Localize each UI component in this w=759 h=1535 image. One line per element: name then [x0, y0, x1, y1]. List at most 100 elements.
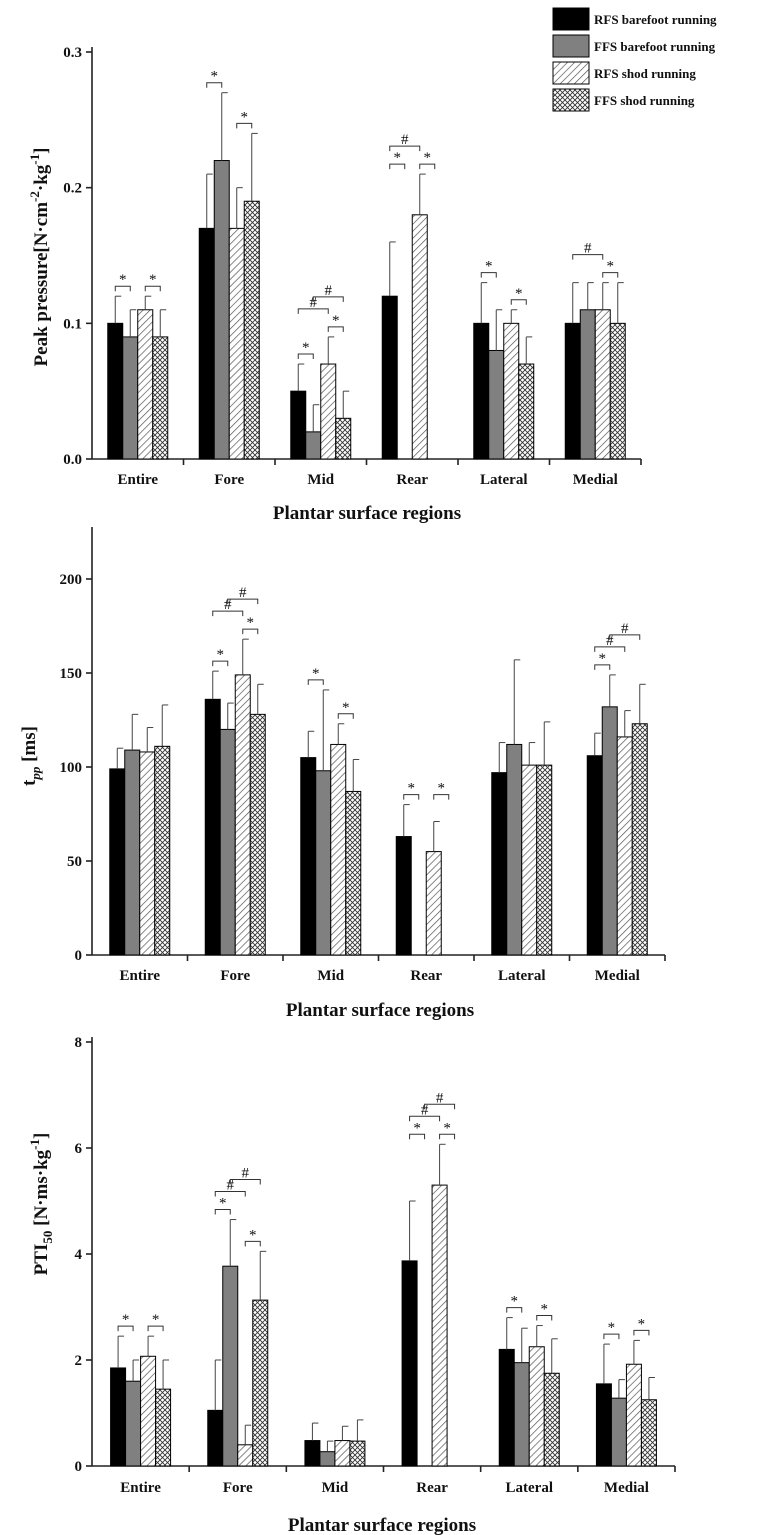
y-tick-label: 0 [75, 948, 83, 964]
significance-bracket [409, 1133, 426, 1140]
bar-ffs-shod-lateral [543, 1372, 560, 1467]
bar-ffs-barefoot-medial [601, 706, 618, 956]
legend: RFS barefoot running FFS barefoot runnin… [552, 7, 717, 112]
significance-bracket [536, 1315, 553, 1321]
bar-ffs-barefoot-fore [219, 728, 236, 956]
significance-bracket [439, 1133, 456, 1140]
bar-rfs-barefoot-mid [300, 757, 317, 956]
x-axis-title-pti50: Plantar surface regions [288, 1515, 476, 1535]
bar-rfs-barefoot-rear [401, 1260, 418, 1467]
bar-ffs-shod-fore [243, 200, 260, 460]
bar-rfs-barefoot-lateral [491, 772, 508, 956]
significance-bracket [297, 353, 314, 360]
bar-rfs-shod-medial [594, 309, 611, 460]
significance-mark: * [515, 286, 523, 302]
bar-ffs-shod-medial [609, 322, 626, 460]
significance-mark: # [421, 1102, 429, 1118]
significance-bracket [594, 646, 626, 652]
significance-bracket [206, 82, 223, 88]
legend-label-ffs-barefoot: FFS barefoot running [594, 39, 716, 54]
chart-pti50: PTI50 [N·ms·kg-1] Plantar surface region… [27, 1035, 676, 1535]
bar-rfs-shod-rear [425, 851, 442, 956]
bar-rfs-shod-mid [330, 743, 347, 956]
significance-mark: # [606, 633, 614, 649]
y-tick-label: 4 [75, 1247, 83, 1263]
bar-ffs-barefoot-lateral [513, 1362, 530, 1467]
significance-bracket [242, 628, 259, 635]
bar-ffs-barefoot-lateral [488, 349, 505, 460]
significance-bracket [602, 272, 619, 278]
bar-rfs-barefoot-mid [304, 1440, 321, 1467]
bar-rfs-barefoot-fore [207, 1409, 224, 1467]
bar-rfs-barefoot-rear [395, 836, 412, 956]
bar-rfs-barefoot-fore [204, 698, 221, 956]
legend-swatch-rfs-shod [552, 61, 590, 85]
bar-rfs-barefoot-mid [290, 390, 307, 460]
bar-rfs-barefoot-lateral [498, 1348, 515, 1467]
bar-ffs-shod-mid [335, 417, 352, 460]
bar-rfs-shod-lateral [528, 1346, 545, 1467]
bar-rfs-barefoot-entire [110, 1367, 127, 1467]
significance-mark: * [541, 1302, 549, 1318]
bar-ffs-barefoot-fore [213, 160, 230, 460]
y-axis-title-pti50: PTI50 [N·ms·kg-1] [27, 1133, 55, 1276]
significance-bracket [510, 299, 527, 305]
significance-mark: * [332, 313, 340, 329]
chart-peak-pressure: Peak pressure[N·cm-2·kg-1] Plantar surfa… [27, 45, 642, 524]
x-tick-label-entire: Entire [119, 968, 160, 984]
significance-mark: * [247, 615, 255, 631]
significance-mark: # [621, 621, 629, 637]
x-tick-label-entire: Entire [120, 1480, 161, 1496]
significance-mark: * [424, 150, 432, 166]
y-tick-label: 200 [60, 572, 83, 588]
bar-ffs-barefoot-mid [319, 1451, 336, 1467]
bar-rfs-barefoot-medial [564, 322, 581, 460]
bar-rfs-barefoot-medial [595, 1383, 612, 1467]
chart-tpp: tpp [ms] Plantar surface regions 0 50 100 1… [19, 527, 666, 1021]
bar-ffs-barefoot-lateral [506, 743, 523, 956]
significance-bracket [244, 1240, 261, 1247]
x-tick-label-fore: Fore [214, 472, 244, 488]
significance-mark: * [438, 781, 446, 797]
bar-rfs-shod-medial [625, 1363, 642, 1467]
bar-rfs-shod-entire [137, 309, 154, 460]
bar-ffs-barefoot-entire [124, 749, 141, 956]
bar-rfs-shod-lateral [503, 322, 520, 460]
legend-swatch-ffs-barefoot [552, 34, 590, 58]
significance-bracket [337, 713, 354, 719]
significance-mark: # [239, 585, 247, 601]
legend-swatch-ffs-shod [552, 88, 590, 112]
significance-mark: # [325, 283, 333, 299]
bar-ffs-barefoot-fore [222, 1265, 239, 1467]
y-axis-title-peak-pressure: Peak pressure[N·cm-2·kg-1] [27, 148, 52, 367]
significance-mark: # [584, 241, 592, 257]
significance-bracket [419, 163, 436, 170]
x-tick-label-fore: Fore [223, 1480, 253, 1496]
bar-ffs-barefoot-medial [579, 309, 596, 460]
bar-rfs-barefoot-entire [109, 768, 126, 956]
legend-label-rfs-shod: RFS shod running [594, 66, 696, 81]
bar-ffs-shod-fore [249, 713, 266, 956]
significance-bracket [572, 254, 604, 260]
x-tick-label-mid: Mid [322, 1480, 349, 1496]
significance-bracket [144, 285, 161, 292]
bar-rfs-barefoot-lateral [473, 322, 490, 460]
bar-ffs-shod-entire [155, 1388, 172, 1467]
significance-bracket [403, 794, 420, 800]
significance-bracket [297, 308, 329, 314]
bar-rfs-shod-rear [411, 214, 428, 460]
bar-ffs-shod-lateral [518, 363, 535, 460]
significance-bracket [312, 296, 344, 302]
significance-mark: * [302, 340, 310, 356]
significance-mark: * [342, 700, 350, 716]
significance-bracket [609, 634, 641, 640]
significance-bracket [327, 326, 344, 332]
significance-mark: * [638, 1316, 646, 1332]
x-tick-label-rear: Rear [396, 472, 428, 488]
significance-mark: * [607, 259, 615, 275]
bar-ffs-shod-lateral [536, 764, 553, 956]
bar-rfs-shod-rear [431, 1184, 448, 1467]
y-tick-label: 0 [75, 1459, 83, 1475]
significance-mark: * [149, 272, 157, 288]
